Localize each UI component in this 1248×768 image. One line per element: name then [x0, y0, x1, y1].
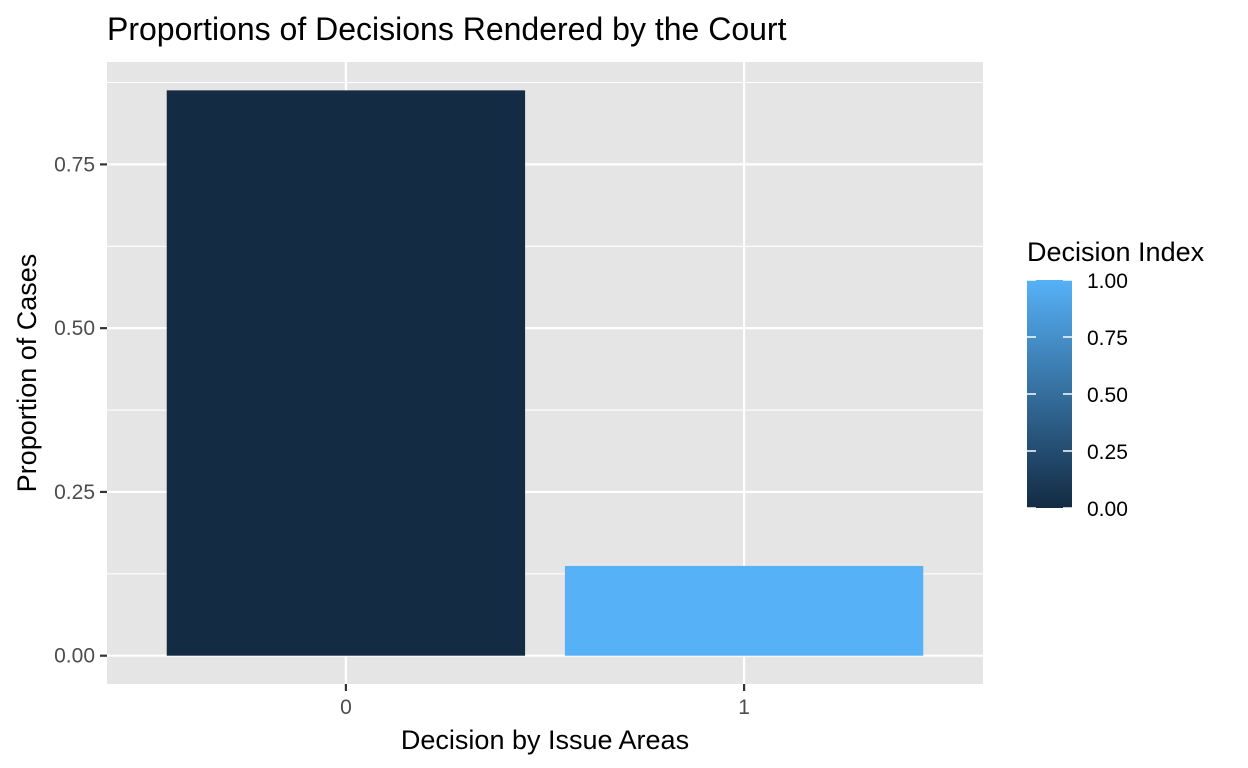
chart-title: Proportions of Decisions Rendered by the…: [107, 11, 787, 47]
y-axis-title: Proportion of Cases: [12, 254, 42, 493]
x-tick-label: 0: [340, 696, 352, 719]
legend-tick-label: 0.00: [1087, 498, 1128, 521]
legend-tick-label: 1.00: [1087, 270, 1128, 293]
x-tick-label: 1: [738, 696, 750, 719]
legend-title: Decision Index: [1027, 237, 1205, 267]
legend: Decision Index 0.00 0.25 0.50 0.75 1.00: [1027, 237, 1205, 521]
y-axis: 0.00 0.25 0.50 0.75: [54, 153, 107, 668]
x-axis-title: Decision by Issue Areas: [401, 725, 689, 755]
y-tick-label: 0.50: [54, 317, 95, 340]
legend-tick-label: 0.75: [1087, 327, 1128, 350]
bars: [166, 90, 924, 656]
legend-colorbar-ticks: 0.00 0.25 0.50 0.75 1.00: [1027, 270, 1128, 521]
legend-tick-label: 0.50: [1087, 384, 1128, 407]
legend-tick-label: 0.25: [1087, 441, 1128, 464]
bar-0: [166, 90, 526, 656]
y-tick-label: 0.00: [54, 645, 95, 668]
y-tick-label: 0.75: [54, 153, 95, 176]
y-tick-label: 0.25: [54, 481, 95, 504]
bar-1: [564, 565, 924, 656]
